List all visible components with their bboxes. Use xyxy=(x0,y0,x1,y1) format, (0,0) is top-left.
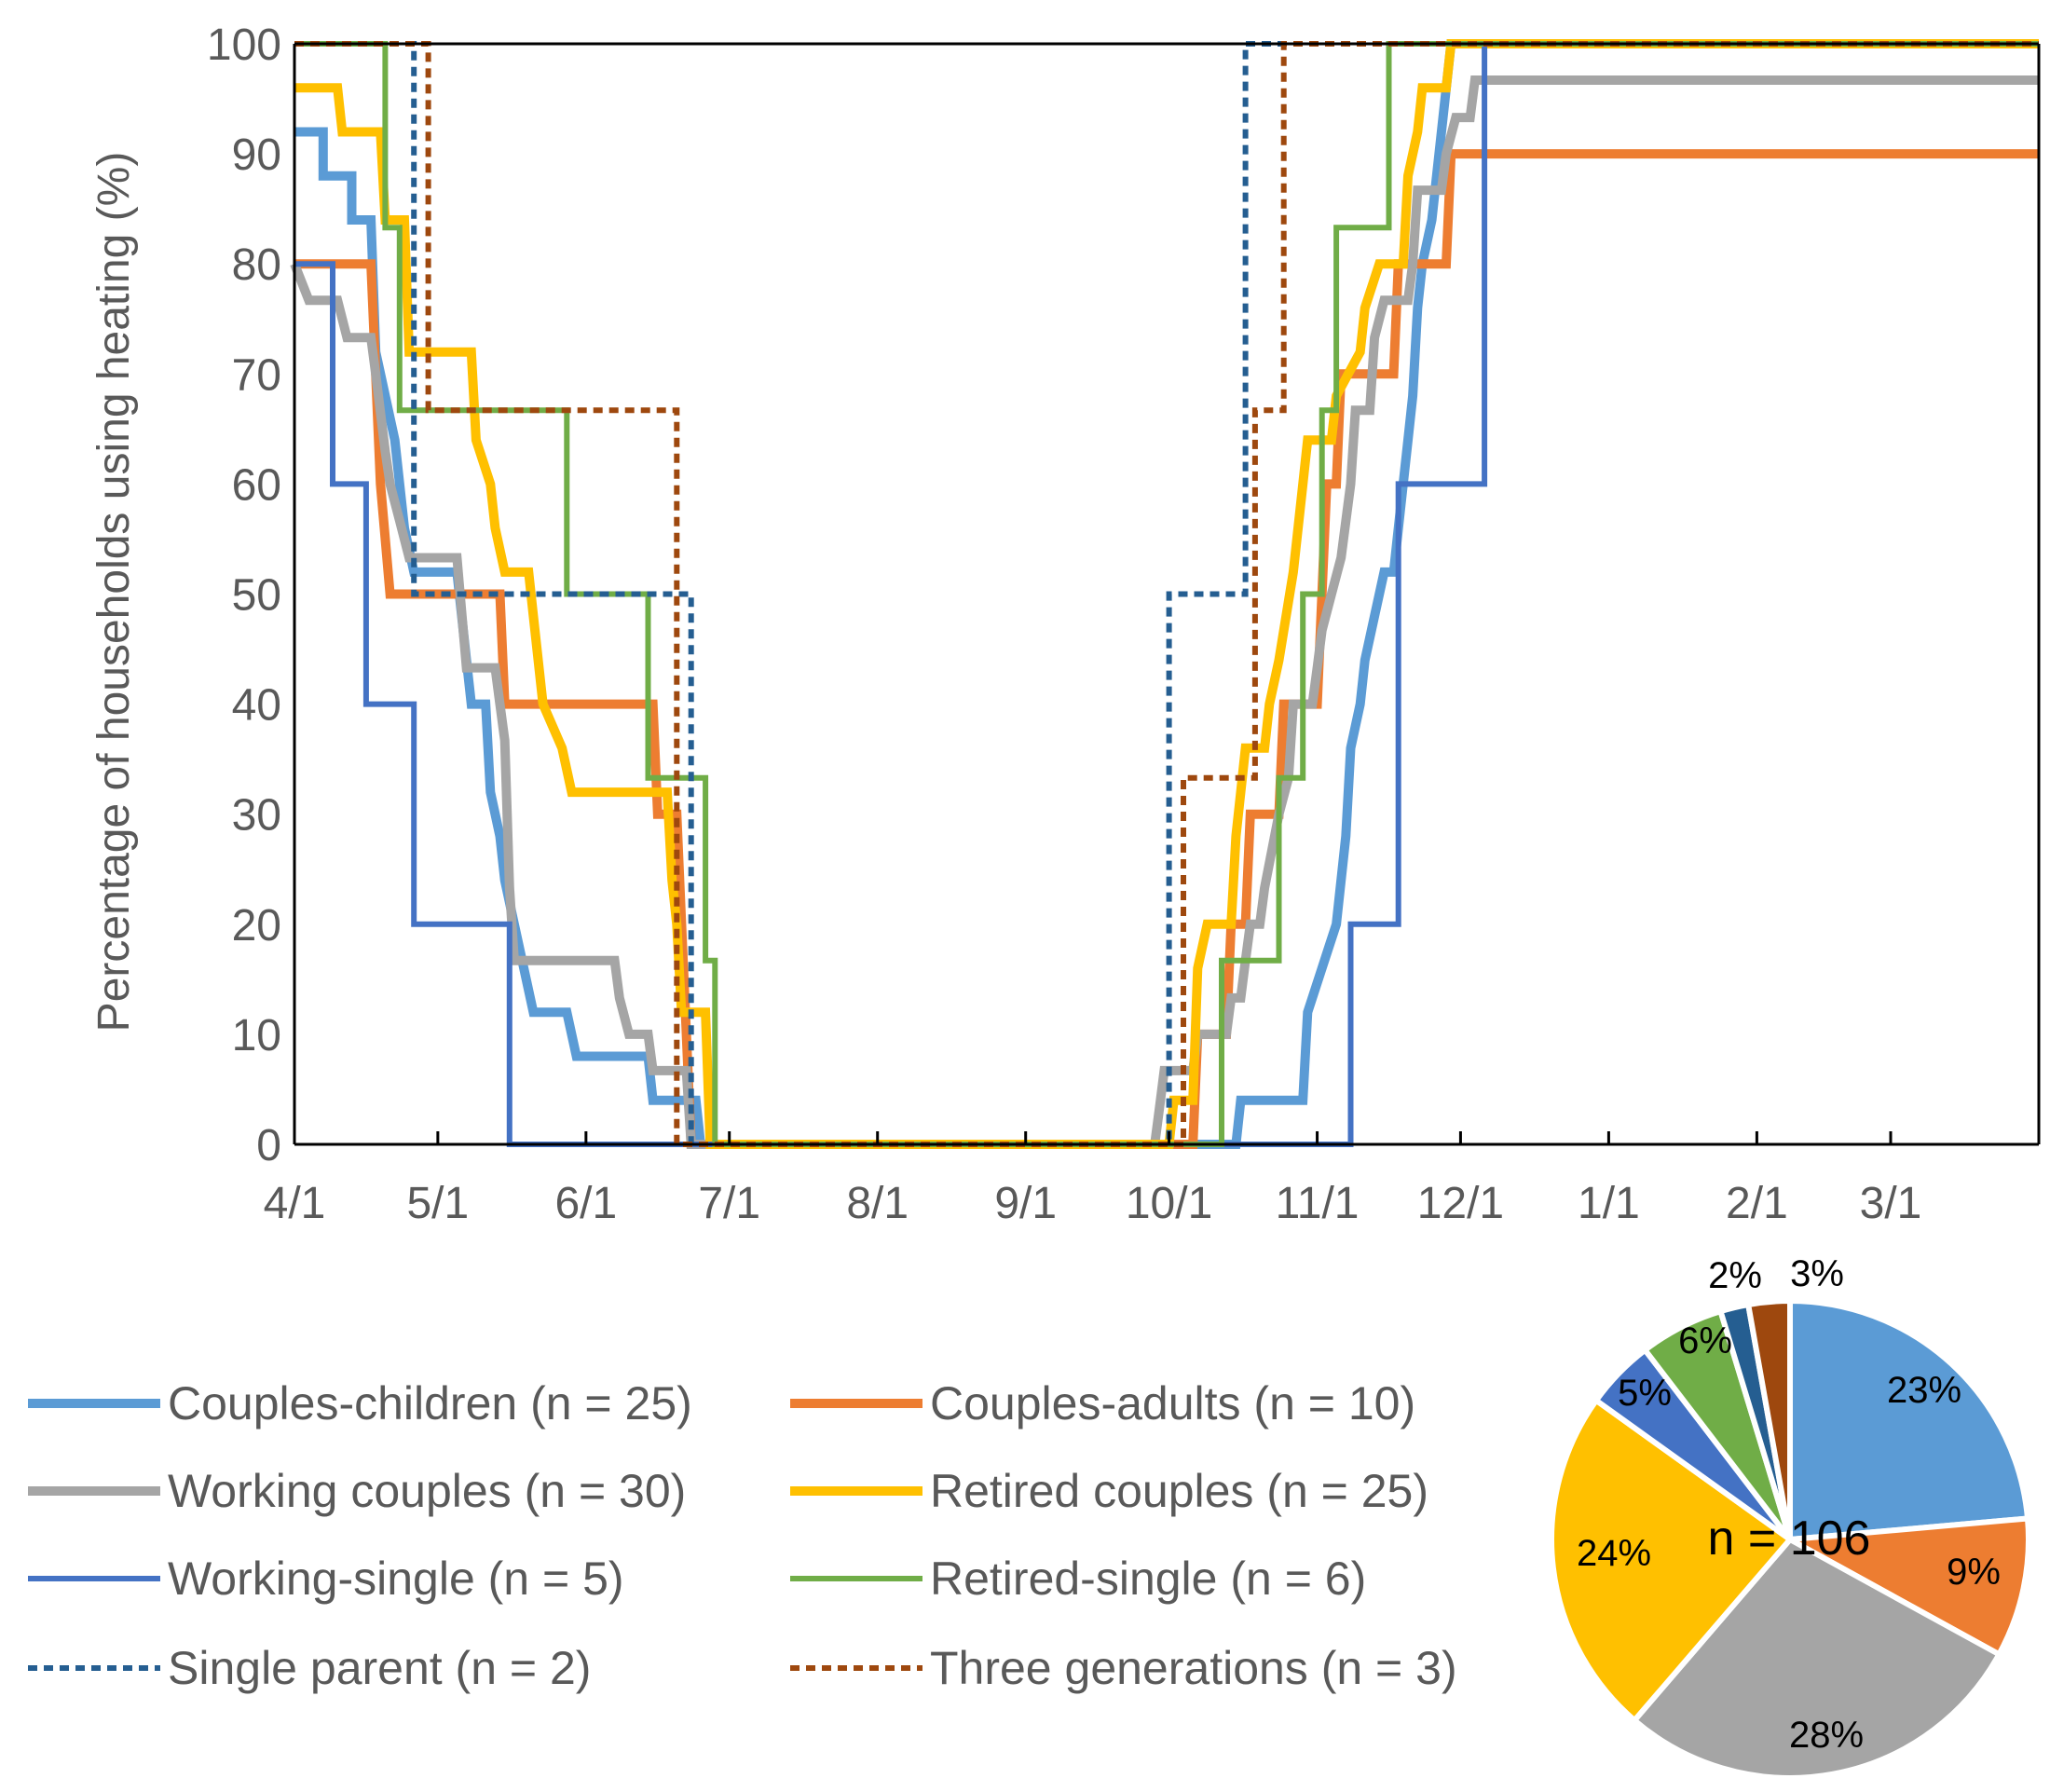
pie-slice-label: 5% xyxy=(1618,1373,1672,1414)
legend-label: Working-single (n = 5) xyxy=(168,1553,624,1605)
y-tick-label: 20 xyxy=(232,901,281,951)
y-tick-label: 0 xyxy=(256,1121,281,1170)
series-line-5 xyxy=(294,41,2039,1147)
legend-label: Single parent (n = 2) xyxy=(168,1642,591,1694)
pie-slice-1 xyxy=(1787,1297,2031,1543)
legend-label: Three generations (n = 3) xyxy=(930,1642,1457,1694)
x-tick-label: 6/1 xyxy=(554,1179,617,1228)
pie-slice-label: 23% xyxy=(1887,1370,1961,1411)
legend-label: Couples-children (n = 25) xyxy=(168,1377,692,1429)
pie-slice-label: 6% xyxy=(1678,1320,1732,1361)
pie-slice-8 xyxy=(1744,1297,1793,1540)
y-tick-label: 70 xyxy=(232,350,281,400)
series-line-3 xyxy=(290,75,2039,1149)
pie-slice-label: 2% xyxy=(1708,1255,1762,1296)
y-tick-label: 90 xyxy=(232,130,281,180)
x-tick-label: 11/1 xyxy=(1276,1179,1360,1228)
x-tick-label: 9/1 xyxy=(994,1179,1057,1228)
pie-slice-3 xyxy=(1630,1536,2003,1781)
x-tick-label: 8/1 xyxy=(846,1179,909,1228)
x-tick-label: 5/1 xyxy=(406,1179,469,1228)
legend-label: Retired-single (n = 6) xyxy=(930,1553,1366,1605)
x-tick-label: 1/1 xyxy=(1578,1179,1640,1228)
series-line-2 xyxy=(294,149,2039,1149)
y-tick-label: 10 xyxy=(232,1011,281,1060)
pie-total-label: n = 106 xyxy=(1708,1512,1871,1566)
y-axis-label: Percentage of households using heating (… xyxy=(89,152,139,1033)
pie-slices xyxy=(1549,1297,2031,1781)
legend-item-2: Couples-adults (n = 10) xyxy=(790,1377,1415,1429)
y-tick-labels: 0 10 20 30 40 50 60 70 80 90 100 xyxy=(207,21,281,1170)
legend-label: Working couples (n = 30) xyxy=(168,1465,686,1517)
y-tick-label: 30 xyxy=(232,791,281,841)
legend-label: Couples-adults (n = 10) xyxy=(930,1377,1415,1429)
legend-item-6: Retired-single (n = 6) xyxy=(790,1553,1366,1605)
line-chart: 0 10 20 30 40 50 60 70 80 90 100 4/1 5/1 6/1 7/1 8/1 9/… xyxy=(89,21,2041,1228)
pie-chart: 23% 9% 28% 24% 5%6% 2% 3% n = 106 xyxy=(1549,1253,2031,1781)
x-tick-label: 12/1 xyxy=(1417,1179,1504,1228)
pie-slice-2 xyxy=(1780,1515,2031,1659)
y-tick-label: 50 xyxy=(232,571,281,621)
pie-slice-label: 24% xyxy=(1577,1533,1651,1574)
pie-slice-labels: 23% 9% 28% 24% 5%6% 2% 3% xyxy=(1577,1253,2001,1756)
legend-label: Retired couples (n = 25) xyxy=(930,1465,1428,1517)
y-tick-label: 40 xyxy=(232,681,281,731)
legend-item-5: Working-single (n = 5) xyxy=(28,1553,624,1605)
x-tick-labels: 4/1 5/1 6/1 7/1 8/1 9/1 10/1 11/1 12/1 1/1 2/1 3/1 xyxy=(264,1179,1922,1228)
y-tick-label: 80 xyxy=(232,240,281,290)
pie-slice-label: 3% xyxy=(1790,1253,1844,1294)
series-line-8 xyxy=(294,41,2039,1147)
legend-item-7: Single parent (n = 2) xyxy=(28,1642,591,1694)
y-tick-label: 100 xyxy=(207,21,281,70)
pie-slice-label: 28% xyxy=(1789,1715,1864,1756)
x-tick-label: 7/1 xyxy=(698,1179,760,1228)
pie-slice-4 xyxy=(1549,1396,1795,1725)
x-tick-label: 2/1 xyxy=(1726,1179,1788,1228)
legend-item-1: Couples-children (n = 25) xyxy=(28,1377,692,1429)
series-line-1 xyxy=(294,39,2039,1149)
x-tick-label: 4/1 xyxy=(264,1179,326,1228)
legend-item-4: Retired couples (n = 25) xyxy=(790,1465,1428,1517)
legend: Couples-children (n = 25) Couples-adults … xyxy=(28,1377,1457,1694)
x-tick-label: 3/1 xyxy=(1860,1179,1922,1228)
plot-frame xyxy=(293,42,2041,1146)
x-tick-label: 10/1 xyxy=(1126,1179,1212,1228)
legend-item-3: Working couples (n = 30) xyxy=(28,1465,686,1517)
legend-item-8: Three generations (n = 3) xyxy=(790,1642,1457,1694)
y-tick-label: 60 xyxy=(232,460,281,510)
pie-slice-label: 9% xyxy=(1947,1552,2001,1593)
